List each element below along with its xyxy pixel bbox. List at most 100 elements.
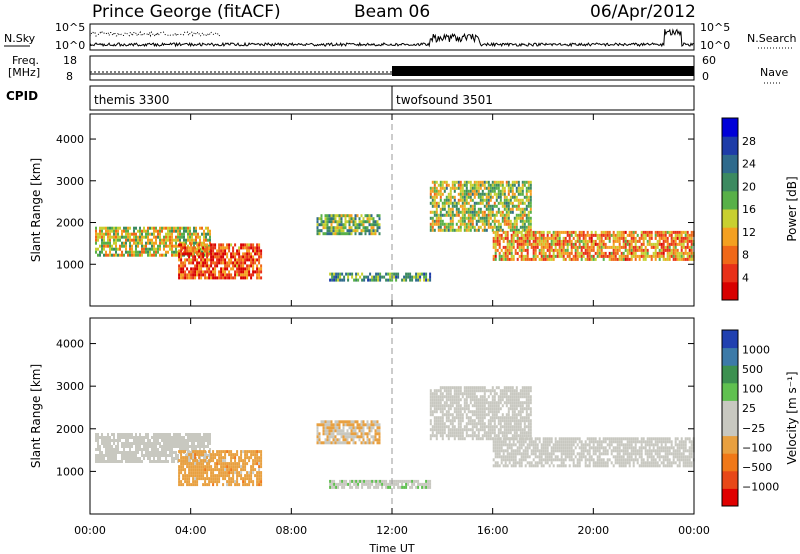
echo-cell bbox=[505, 434, 508, 438]
echo-cell bbox=[437, 428, 440, 432]
echo-cell bbox=[344, 223, 347, 227]
echo-cell bbox=[179, 439, 181, 442]
echo-cell bbox=[492, 239, 495, 243]
echo-cell bbox=[354, 429, 357, 433]
echo-cell bbox=[519, 213, 522, 217]
echo-cell bbox=[228, 480, 231, 484]
echo-cell bbox=[141, 454, 143, 457]
echo-cell bbox=[640, 242, 643, 246]
echo-cell bbox=[598, 455, 601, 459]
echo-cell bbox=[192, 270, 195, 274]
echo-cell bbox=[127, 229, 129, 233]
echo-cell bbox=[499, 195, 502, 199]
echo-cell bbox=[349, 272, 352, 276]
echo-cell bbox=[207, 436, 209, 439]
echo-cell bbox=[329, 278, 332, 282]
echo-cell bbox=[494, 443, 497, 447]
echo-cell bbox=[475, 219, 478, 223]
echo-cell bbox=[626, 440, 629, 444]
echo-cell bbox=[473, 213, 476, 217]
echo-cell bbox=[344, 432, 347, 436]
echo-cell bbox=[367, 278, 370, 282]
echo-cell bbox=[471, 198, 474, 202]
echo-cell bbox=[515, 186, 518, 190]
echo-cell bbox=[242, 270, 245, 274]
echo-cell bbox=[145, 436, 147, 439]
echo-cell bbox=[453, 410, 456, 414]
echo-cell bbox=[662, 248, 665, 252]
echo-cell bbox=[566, 437, 569, 441]
echo-cell bbox=[186, 453, 189, 457]
echo-cell bbox=[534, 242, 537, 246]
echo-cell bbox=[538, 233, 541, 237]
echo-cell bbox=[109, 454, 111, 457]
echo-cell bbox=[465, 386, 468, 390]
echo-cell bbox=[244, 261, 247, 265]
echo-cell bbox=[161, 436, 163, 439]
echo-cell bbox=[479, 201, 482, 205]
echo-cell bbox=[449, 389, 452, 393]
echo-cell bbox=[123, 448, 125, 451]
echo-cell bbox=[242, 252, 245, 256]
echo-cell bbox=[244, 477, 247, 481]
echo-cell bbox=[210, 243, 213, 247]
echo-cell bbox=[618, 446, 621, 450]
echo-cell bbox=[201, 241, 203, 245]
echo-cell bbox=[119, 460, 121, 463]
echo-cell bbox=[690, 236, 693, 240]
echo-cell bbox=[487, 183, 490, 187]
echo-cell bbox=[135, 454, 137, 457]
echo-cell bbox=[187, 244, 189, 248]
echo-cell bbox=[499, 389, 502, 393]
echo-cell bbox=[109, 436, 111, 439]
echo-cell bbox=[469, 198, 472, 202]
echo-cell bbox=[590, 233, 593, 237]
echo-cell bbox=[258, 465, 261, 469]
echo-cell bbox=[435, 213, 438, 217]
echo-cell bbox=[640, 230, 643, 234]
echo-cell bbox=[206, 471, 209, 475]
echo-cell bbox=[220, 270, 223, 274]
echo-cell bbox=[105, 253, 107, 257]
echo-cell bbox=[576, 452, 579, 456]
echo-cell bbox=[654, 230, 657, 234]
echo-cell bbox=[184, 276, 187, 280]
echo-cell bbox=[471, 437, 474, 441]
echo-cell bbox=[495, 386, 498, 390]
echo-cell bbox=[377, 278, 380, 282]
echo-cell bbox=[463, 428, 466, 432]
echo-cell bbox=[586, 254, 589, 258]
echo-cell bbox=[252, 267, 255, 271]
echo-cell bbox=[240, 474, 243, 478]
echo-cell bbox=[97, 247, 99, 251]
echo-cell bbox=[226, 462, 229, 466]
echo-cell bbox=[429, 228, 432, 232]
echo-cell bbox=[344, 232, 347, 236]
echo-cell bbox=[250, 465, 253, 469]
echo-cell bbox=[525, 407, 528, 411]
echo-cell bbox=[592, 257, 595, 261]
echo-cell bbox=[330, 429, 333, 433]
echo-cell bbox=[159, 442, 161, 445]
echo-cell bbox=[248, 249, 251, 253]
echo-cell bbox=[189, 226, 191, 230]
echo-cell bbox=[526, 443, 529, 447]
echo-cell bbox=[186, 258, 189, 262]
echo-cell bbox=[461, 213, 464, 217]
echo-cell bbox=[568, 257, 571, 261]
echo-cell bbox=[171, 442, 173, 445]
echo-cell bbox=[441, 392, 444, 396]
echo-cell bbox=[149, 232, 151, 236]
echo-cell bbox=[113, 238, 115, 242]
echo-cell bbox=[226, 246, 229, 250]
echo-cell bbox=[521, 386, 524, 390]
echo-cell bbox=[642, 239, 645, 243]
echo-cell bbox=[437, 419, 440, 423]
echo-cell bbox=[459, 219, 462, 223]
echo-cell bbox=[509, 228, 512, 232]
echo-cell bbox=[602, 461, 605, 465]
echo-cell bbox=[506, 437, 509, 441]
echo-cell bbox=[354, 220, 357, 224]
echo-cell bbox=[574, 230, 577, 234]
echo-cell bbox=[493, 431, 496, 435]
